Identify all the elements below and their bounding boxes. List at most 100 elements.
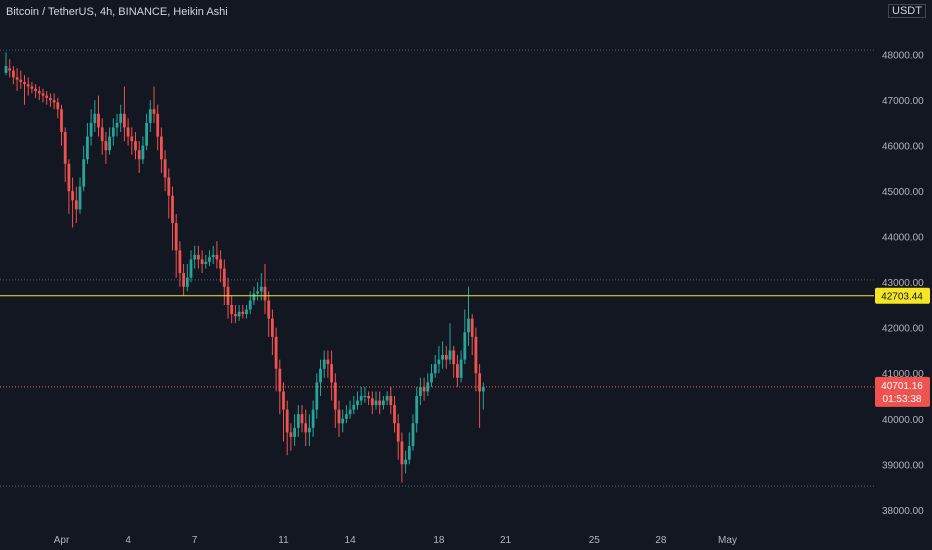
candle bbox=[222, 259, 226, 305]
candle-body bbox=[197, 254, 200, 260]
candle bbox=[448, 323, 452, 365]
last-price-countdown: 01:53:38 bbox=[883, 394, 922, 405]
candle-body bbox=[45, 95, 49, 98]
candle bbox=[200, 250, 204, 274]
candle bbox=[404, 450, 407, 474]
candle bbox=[141, 136, 145, 164]
y-tick-label: 48000.00 bbox=[882, 51, 924, 62]
candle bbox=[259, 273, 263, 301]
candle-body bbox=[67, 163, 71, 192]
candle bbox=[156, 104, 160, 151]
candle bbox=[204, 254, 208, 269]
candle bbox=[459, 350, 463, 383]
candle-body bbox=[441, 355, 444, 360]
candle bbox=[296, 405, 300, 437]
candle bbox=[111, 118, 115, 146]
candle-body bbox=[215, 254, 219, 260]
candle-body bbox=[374, 400, 378, 406]
candle-body bbox=[370, 398, 374, 406]
candle bbox=[208, 250, 211, 267]
candle-body bbox=[348, 409, 352, 415]
candle-body bbox=[278, 368, 282, 392]
candle-body bbox=[400, 441, 404, 465]
candle-body bbox=[134, 141, 137, 151]
candle bbox=[30, 81, 34, 94]
candle bbox=[108, 127, 111, 155]
candle bbox=[86, 122, 89, 164]
candle bbox=[419, 377, 422, 406]
candle bbox=[45, 91, 49, 105]
candle-body bbox=[437, 359, 441, 365]
candle bbox=[345, 405, 348, 424]
candle bbox=[370, 391, 374, 415]
candle-body bbox=[474, 336, 478, 374]
candle-body bbox=[385, 396, 389, 401]
candle bbox=[123, 86, 126, 142]
candle-body bbox=[430, 373, 433, 383]
candle-body bbox=[115, 122, 119, 128]
candle-body bbox=[326, 359, 330, 365]
candle-body bbox=[230, 304, 234, 315]
candle-body bbox=[189, 259, 193, 278]
y-tick-label: 42000.00 bbox=[882, 324, 924, 335]
candle bbox=[219, 250, 222, 283]
candle bbox=[19, 70, 23, 89]
candle-body bbox=[123, 113, 126, 128]
candle bbox=[26, 77, 30, 96]
candle bbox=[185, 264, 189, 292]
candle-body bbox=[452, 350, 456, 365]
candle-body bbox=[167, 177, 171, 196]
candle-body bbox=[178, 250, 182, 274]
candle-body bbox=[256, 291, 259, 294]
candle-body bbox=[219, 259, 222, 269]
candle bbox=[126, 118, 130, 146]
chart-title: Bitcoin / TetherUS, 4h, BINANCE, Heikin … bbox=[6, 6, 228, 18]
y-tick-label: 45000.00 bbox=[882, 187, 924, 198]
candle bbox=[463, 309, 467, 365]
candle-body bbox=[171, 195, 174, 224]
candle bbox=[211, 245, 215, 264]
candle bbox=[100, 118, 104, 155]
currency-button[interactable]: USDT bbox=[888, 4, 926, 18]
candle-body bbox=[481, 386, 485, 392]
candle-body bbox=[74, 200, 78, 210]
candle-body bbox=[145, 122, 148, 146]
candle bbox=[330, 350, 333, 401]
candle bbox=[315, 373, 319, 419]
candle bbox=[4, 52, 8, 76]
candle bbox=[178, 241, 182, 287]
candle-body bbox=[89, 122, 93, 137]
candle-body bbox=[422, 386, 426, 392]
candle bbox=[145, 113, 148, 151]
candle-body bbox=[396, 423, 400, 442]
candle bbox=[319, 359, 322, 396]
candle-body bbox=[252, 293, 256, 301]
candle bbox=[234, 304, 237, 324]
candle bbox=[474, 327, 478, 392]
candle bbox=[300, 405, 304, 433]
candle bbox=[304, 409, 308, 447]
candle-body bbox=[200, 259, 204, 264]
candle-body bbox=[160, 136, 163, 160]
candle bbox=[348, 400, 352, 419]
candle bbox=[119, 104, 123, 132]
candle bbox=[171, 186, 174, 251]
candle-body bbox=[311, 409, 315, 428]
candle bbox=[93, 100, 97, 132]
candle-body bbox=[274, 336, 278, 369]
candle bbox=[411, 414, 415, 451]
candle-body bbox=[8, 68, 12, 71]
candle bbox=[333, 373, 337, 428]
candle-body bbox=[52, 100, 56, 103]
candle bbox=[341, 409, 345, 433]
candle bbox=[148, 100, 152, 132]
candle bbox=[197, 245, 200, 269]
candle-body bbox=[100, 127, 104, 142]
candle-body bbox=[304, 423, 308, 433]
candle bbox=[215, 241, 219, 269]
y-tick-label: 47000.00 bbox=[882, 96, 924, 107]
candle-body bbox=[333, 382, 337, 410]
candle bbox=[104, 132, 108, 164]
